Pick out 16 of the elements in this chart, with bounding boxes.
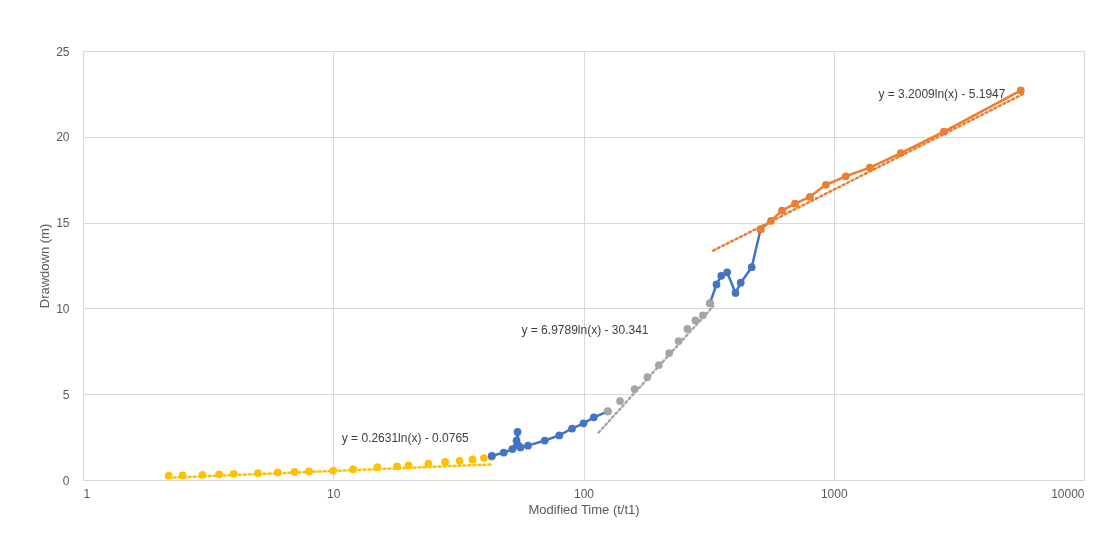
annotation: y = 6.9789ln(x) - 30.341 <box>521 323 649 338</box>
y-tick-label: 10 <box>56 301 70 316</box>
x-tick-label: 10 <box>327 486 341 501</box>
x-tick-label: 100 <box>573 486 595 501</box>
y-tick-label: 0 <box>62 473 70 488</box>
y-tick-label: 5 <box>62 387 70 402</box>
y-axis-title: Drawdown (m) <box>37 223 53 309</box>
x-tick-label: 1000 <box>820 486 848 501</box>
y-tick-label: 15 <box>56 216 70 231</box>
y-tick-label: 25 <box>56 44 70 59</box>
annotation: y = 3.2009ln(x) - 5.1947 <box>878 87 1006 102</box>
y-tick-label: 20 <box>56 130 70 145</box>
x-tick-label: 10000 <box>1051 486 1085 501</box>
annotation: y = 0.2631ln(x) - 0.0765 <box>341 431 470 446</box>
x-tick-label: 1 <box>83 486 91 501</box>
x-axis-title: Modified Time (t/t1) <box>528 501 640 517</box>
